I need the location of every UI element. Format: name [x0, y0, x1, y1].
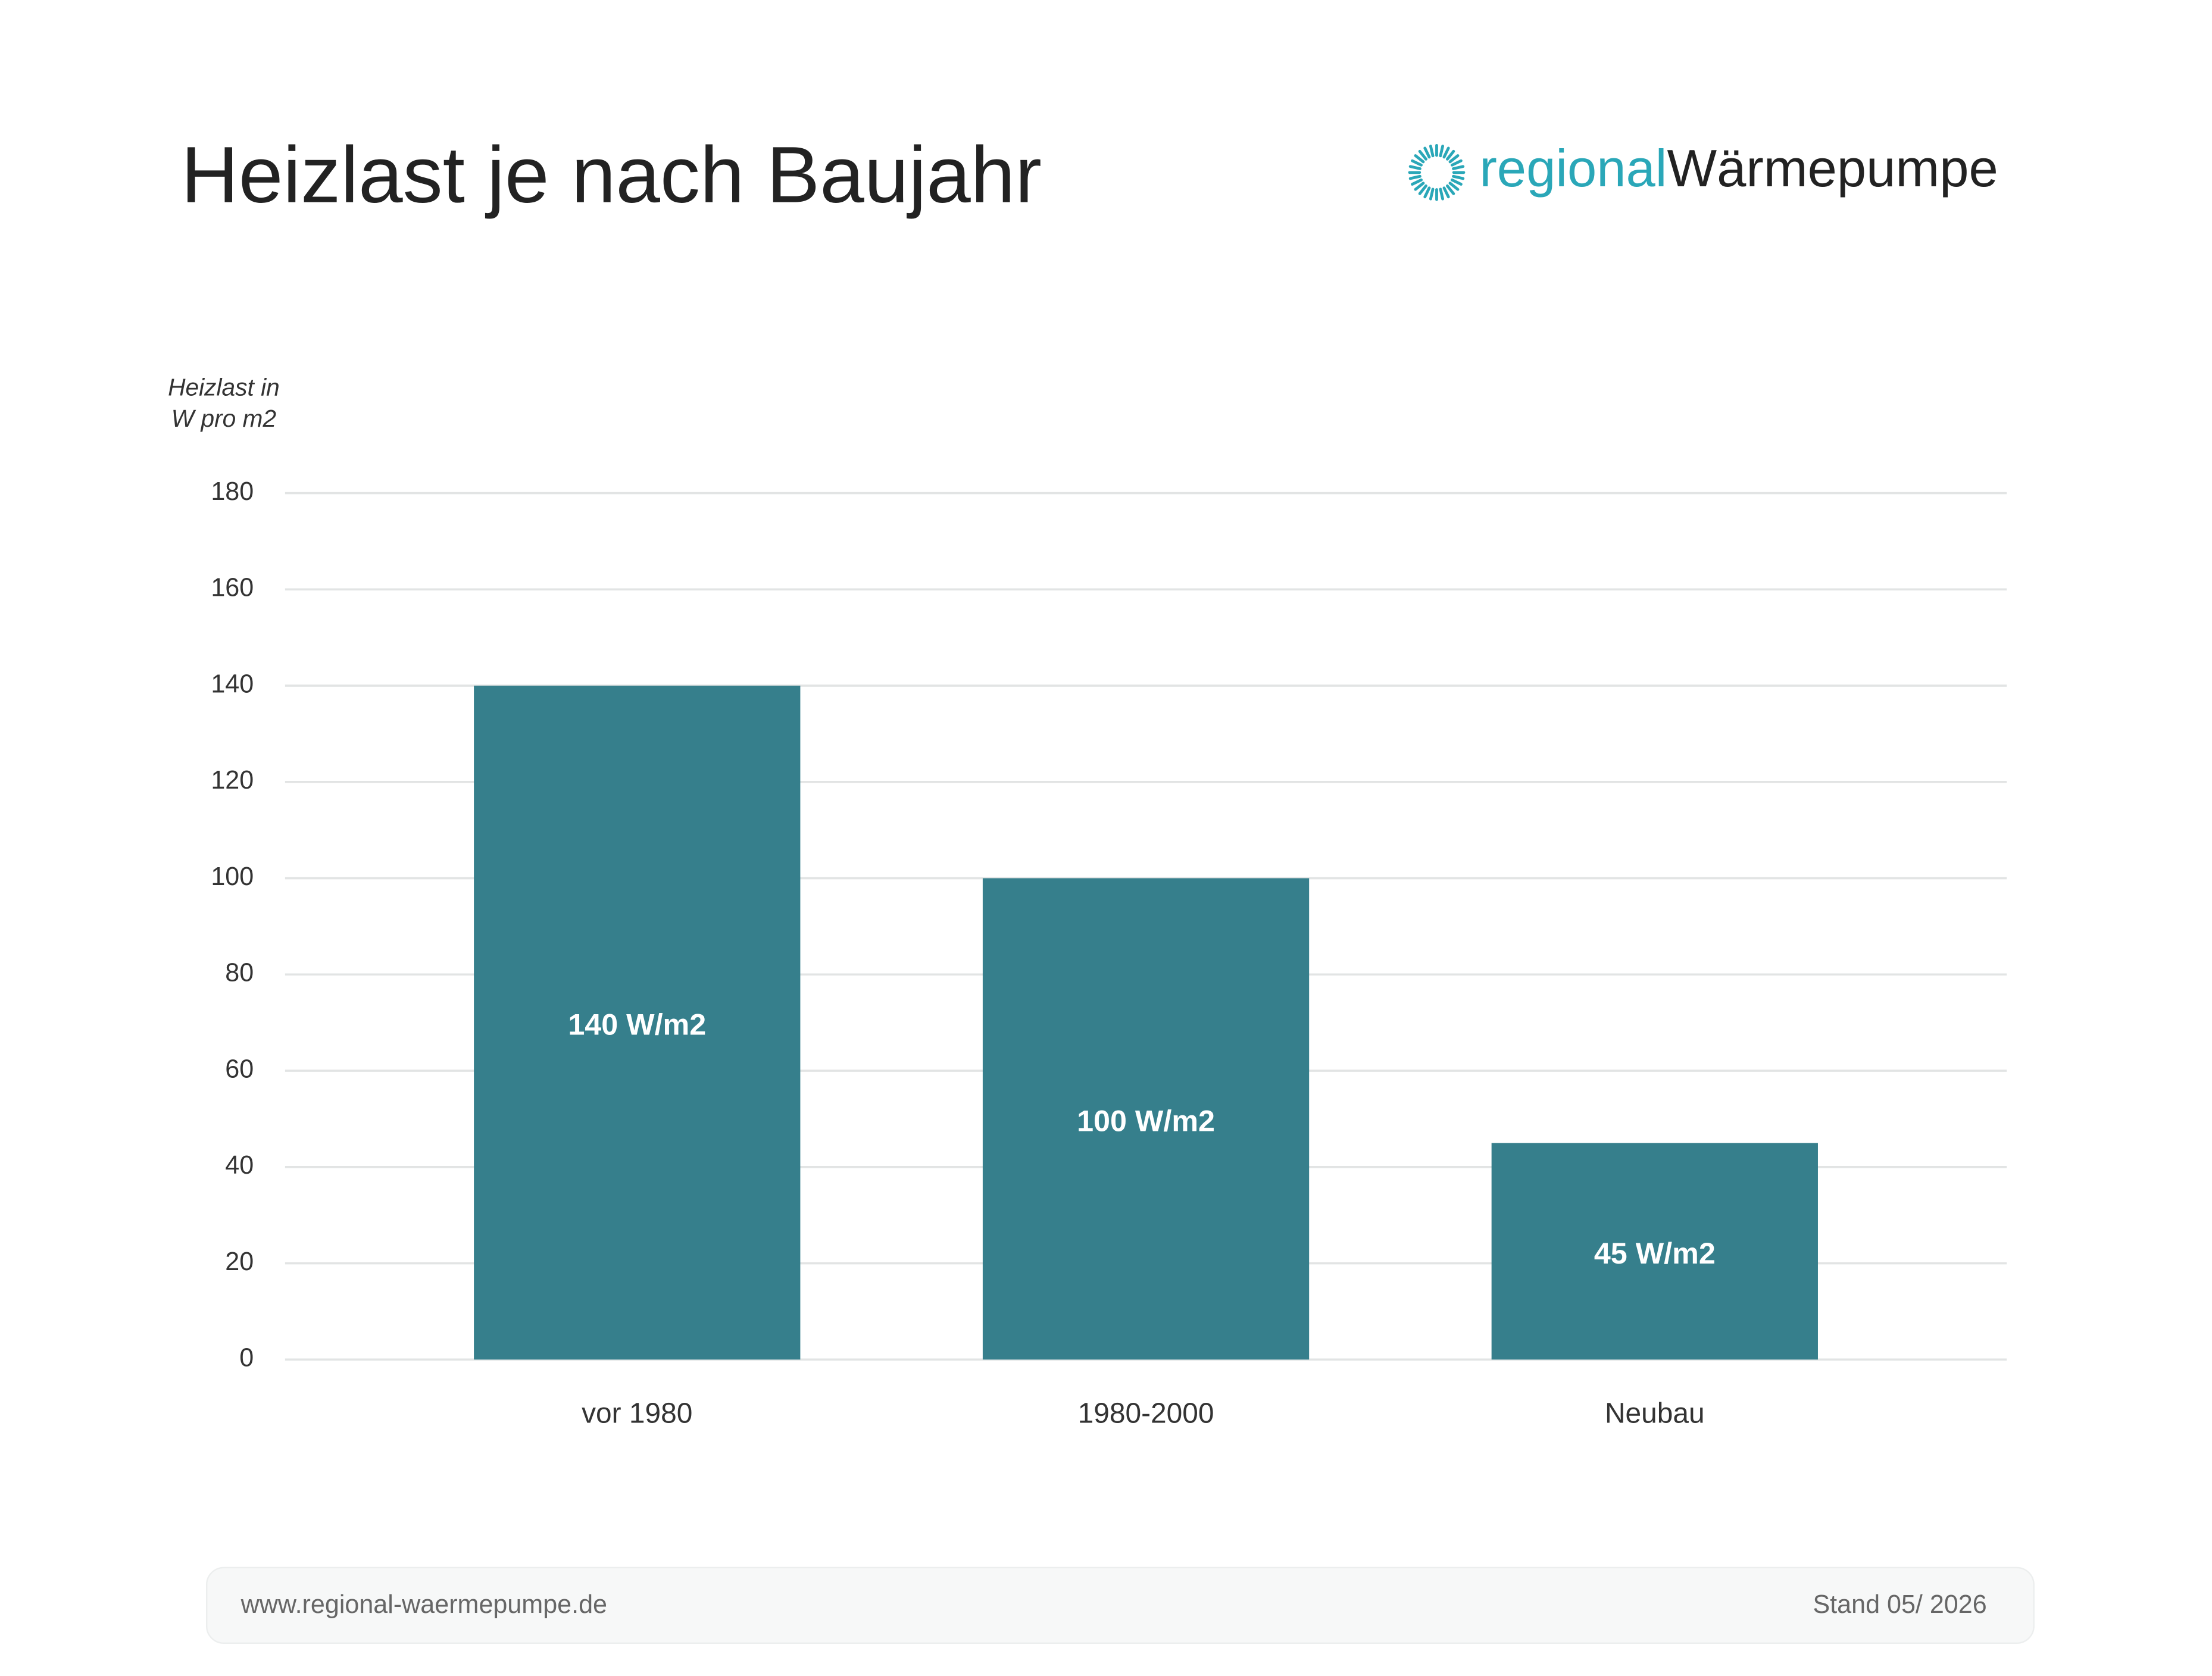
- logo-ray: [1452, 174, 1465, 180]
- logo-ray: [1423, 146, 1431, 159]
- y-tick-label: 60: [225, 1055, 254, 1083]
- logo-ray: [1411, 159, 1423, 167]
- bar: [474, 686, 801, 1360]
- logo-ray: [1429, 187, 1435, 201]
- y-tick-label: 40: [225, 1151, 254, 1180]
- logo-ray: [1418, 184, 1427, 195]
- chart-title: Heizlast je nach Baujahr: [181, 131, 1042, 220]
- logo-ray: [1442, 146, 1450, 159]
- bar: [1491, 1143, 1818, 1360]
- y-tick-label: 120: [211, 766, 254, 795]
- y-tick-label: 140: [211, 670, 254, 698]
- logo-part: Wärmepumpe: [1667, 139, 1998, 198]
- y-tick-label: 100: [211, 862, 254, 891]
- logo-ray: [1414, 154, 1425, 164]
- logo-ray: [1411, 178, 1423, 186]
- y-axis-label: Heizlast in: [168, 374, 280, 401]
- value-label: 100 W/m2: [1077, 1103, 1215, 1137]
- y-tick-label: 160: [211, 574, 254, 602]
- logo: regionalWärmepumpe: [1479, 139, 1998, 198]
- x-tick-label: Neubau: [1605, 1397, 1705, 1429]
- logo-ray: [1452, 165, 1465, 170]
- logo-ray: [1439, 145, 1445, 158]
- logo-ray: [1408, 165, 1421, 170]
- footer-date: Stand 05/ 2026: [1813, 1590, 1986, 1619]
- logo-part: regional: [1479, 139, 1667, 198]
- y-tick-label: 80: [225, 959, 254, 987]
- logo-ray: [1408, 174, 1421, 180]
- footer-box: [205, 1566, 2035, 1644]
- bar: [982, 878, 1310, 1360]
- logo-ray: [1429, 145, 1435, 158]
- logo-ray: [1414, 182, 1425, 191]
- logo-ray: [1418, 149, 1427, 161]
- y-tick-label: 0: [239, 1344, 254, 1372]
- logo-ray: [1423, 186, 1431, 199]
- logo-ray: [1446, 184, 1455, 195]
- logo-ray: [1450, 159, 1463, 167]
- logo-ray: [1439, 187, 1445, 201]
- x-tick-label: vor 1980: [582, 1397, 692, 1429]
- logo-ray: [1450, 178, 1463, 186]
- y-tick-label: 20: [225, 1247, 254, 1276]
- y-tick-label: 180: [211, 477, 254, 506]
- logo-ray: [1448, 182, 1460, 191]
- value-label: 140 W/m2: [568, 1008, 706, 1042]
- logo-ray: [1446, 149, 1455, 161]
- y-axis-label: W pro m2: [171, 405, 277, 432]
- value-label: 45 W/m2: [1594, 1236, 1716, 1270]
- logo-ray: [1442, 186, 1450, 199]
- logo-icon: [1408, 143, 1466, 201]
- logo-ray: [1448, 154, 1460, 164]
- footer-url: www.regional-waermepumpe.de: [240, 1590, 607, 1619]
- x-tick-label: 1980-2000: [1078, 1397, 1214, 1429]
